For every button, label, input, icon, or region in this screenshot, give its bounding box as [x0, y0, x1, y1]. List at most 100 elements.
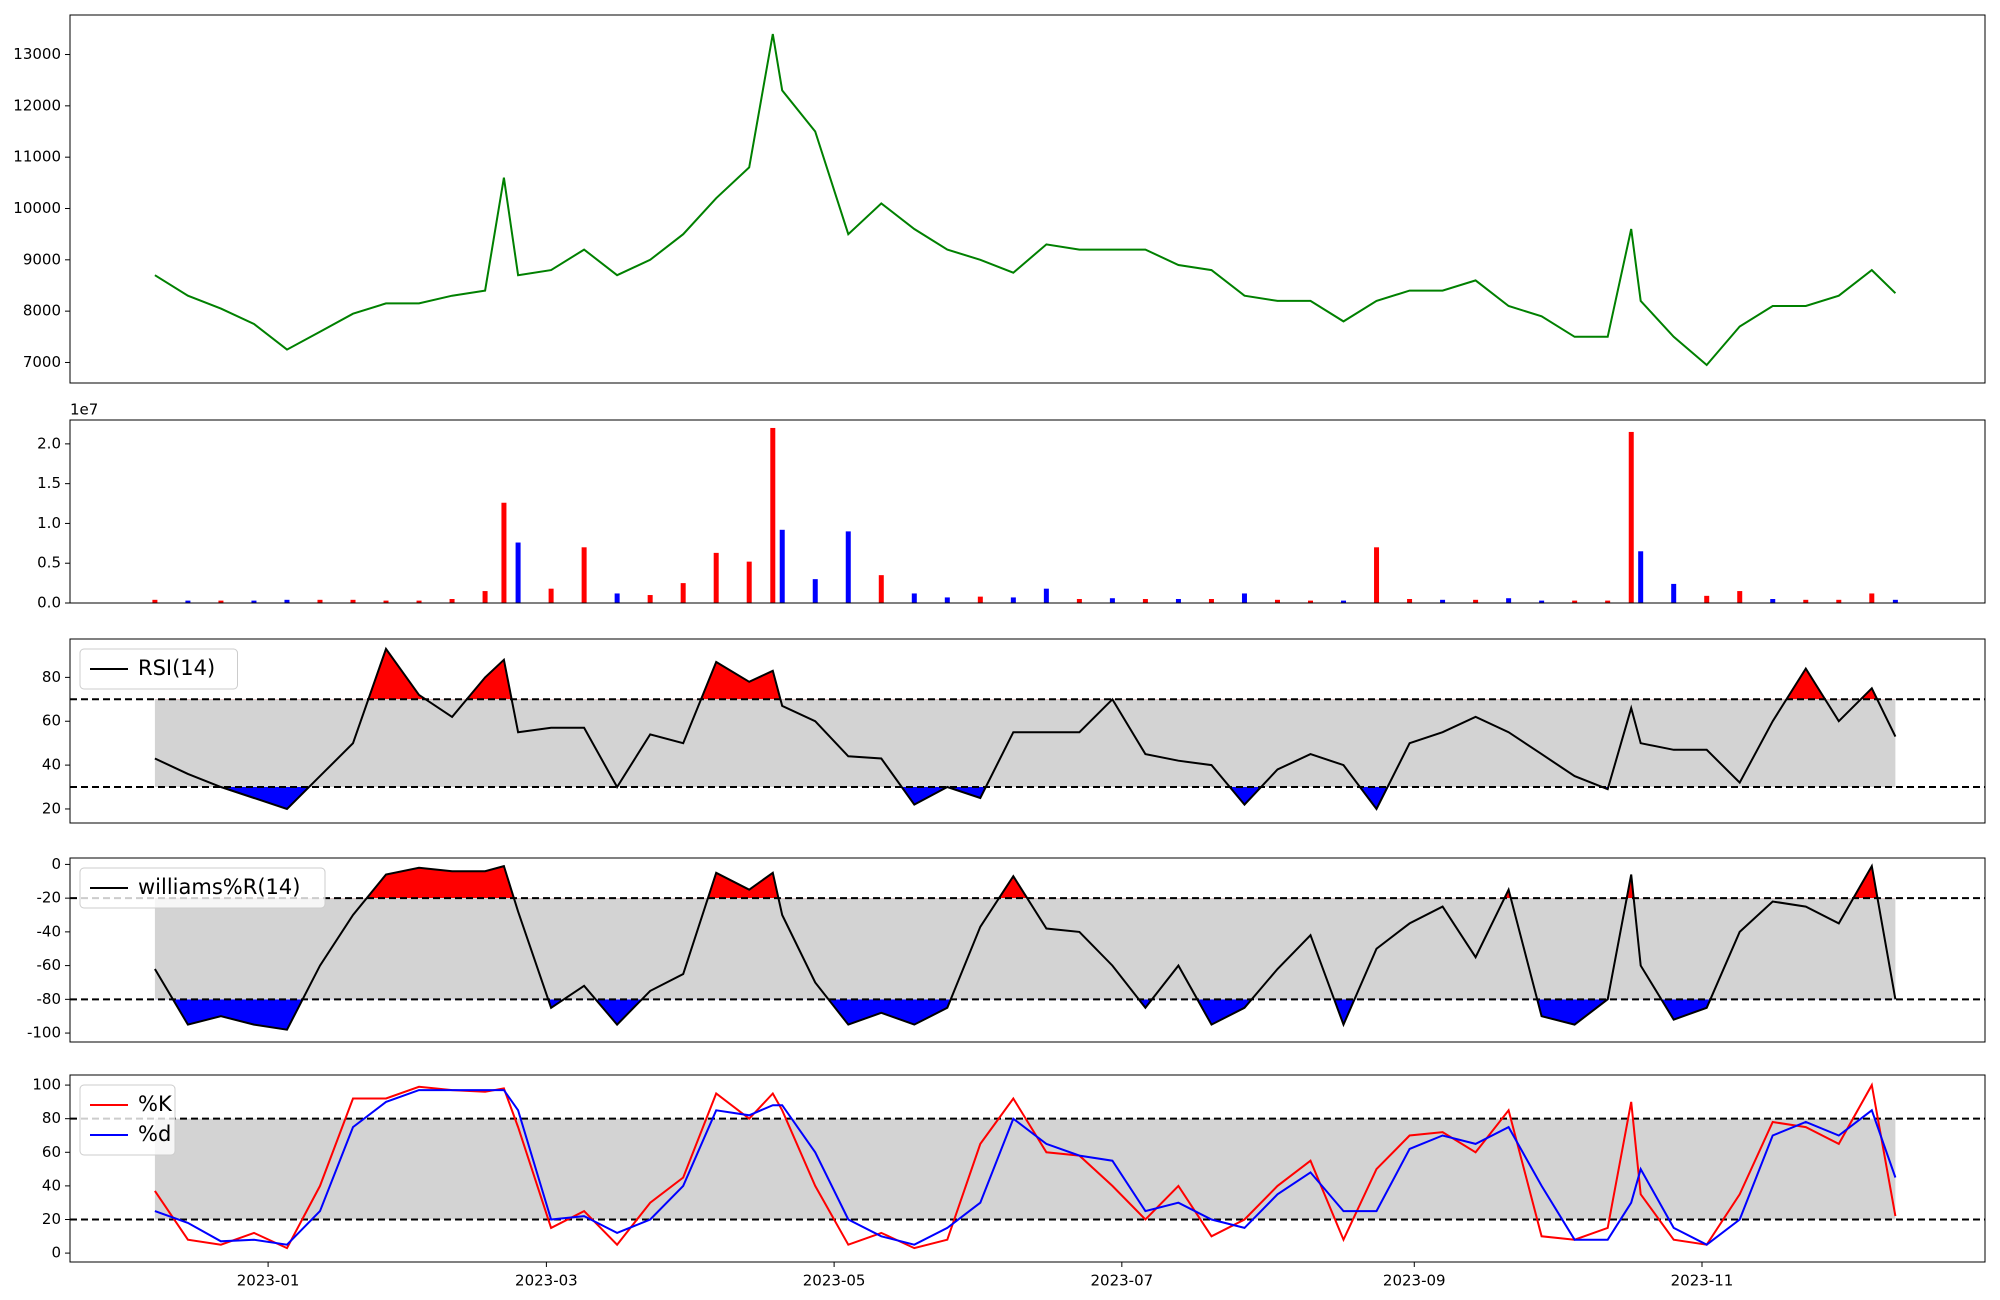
y-tick-label: 8000 [23, 302, 61, 320]
volume-bar [1274, 599, 1280, 603]
y-tick-label: 100 [32, 1076, 61, 1094]
y-tick-label: 40 [42, 756, 61, 774]
volume-bar [944, 597, 950, 603]
volume-bar [1308, 600, 1314, 603]
volume-bar [317, 599, 323, 603]
legend-box [79, 648, 238, 690]
neutral-band [154, 898, 1896, 1000]
volume-bar [1803, 599, 1809, 603]
legend-box [79, 867, 326, 909]
overbought-fill [366, 866, 1878, 899]
volume-bar [1043, 588, 1049, 603]
x-tick-label: 2023-07 [1090, 1272, 1153, 1290]
volume-bar [1407, 599, 1413, 603]
legend-label: williams%R(14) [138, 875, 300, 899]
y-tick-label: 1.0 [37, 514, 61, 532]
volume-bar [1638, 551, 1644, 603]
volume-bar [1770, 599, 1776, 603]
fill-group [366, 866, 1878, 899]
plot-area [70, 863, 1985, 1031]
volume-bar [746, 561, 752, 603]
y-tick-label: 40 [42, 1176, 61, 1194]
volume-bar [1605, 600, 1611, 603]
series-line [154, 863, 1897, 1031]
volume-bar [350, 599, 356, 603]
volume-bar [1341, 600, 1347, 603]
volume-bar [1628, 431, 1634, 603]
y-tick-label: 60 [42, 712, 61, 730]
y-tick-label: 1.5 [37, 474, 61, 492]
volume-bar [1836, 599, 1842, 603]
x-tick-label: 2023-09 [1383, 1272, 1446, 1290]
axes-frame [69, 638, 1986, 824]
y-tick-label: 60 [42, 1143, 61, 1161]
axes-frame [69, 14, 1986, 384]
volume-bar [581, 547, 587, 603]
y-tick-label: 80 [42, 1109, 61, 1127]
volume-bar [449, 599, 455, 603]
axes-frame [69, 419, 1986, 604]
overbought-fill [154, 648, 1896, 700]
y-tick-label: 11000 [13, 148, 61, 166]
y-tick-label: -80 [37, 990, 62, 1008]
x-tick-label: 2023-03 [515, 1272, 578, 1290]
x-tick-label: 2023-05 [803, 1272, 866, 1290]
volume-bar [977, 596, 983, 603]
offset-label: 1e7 [70, 401, 98, 419]
volume-bar [548, 588, 554, 603]
y-tick-label: 13000 [13, 45, 61, 63]
axes-frame [69, 1074, 1986, 1263]
volume-bar [1109, 598, 1115, 603]
volume-bar [1142, 599, 1148, 603]
volume-bar [1208, 599, 1214, 603]
y-tick-label: 20 [42, 799, 61, 817]
neutral-band [154, 1118, 1896, 1220]
volume-bar [680, 583, 686, 603]
neutral-band [154, 699, 1896, 788]
y-tick-label: 80 [42, 668, 61, 686]
legend-label: %d [138, 1122, 171, 1146]
y-tick-label: -40 [37, 922, 62, 940]
y-tick-label: 10000 [13, 199, 61, 217]
volume-bar [1010, 597, 1016, 603]
volume-bar [1506, 598, 1512, 603]
y-tick-label: 9000 [23, 250, 61, 268]
volume-bar [501, 502, 507, 603]
volume-bar [1869, 593, 1875, 603]
legend-label: RSI(14) [138, 656, 215, 680]
volume-bar [416, 600, 422, 603]
volume-bar [1175, 599, 1181, 603]
volume-bar [779, 529, 785, 603]
volume-bar [185, 600, 191, 603]
y-tick-label: 0.0 [37, 594, 61, 612]
volume-bar [713, 552, 719, 603]
volume-bar [1076, 599, 1082, 603]
oversold-fill [154, 999, 1896, 1030]
fill-group [154, 648, 1896, 700]
volume-bar [1572, 600, 1578, 603]
volume-bar [1539, 600, 1545, 603]
plot-area [70, 646, 1985, 811]
volume-bar [383, 600, 389, 603]
volume-bar [647, 595, 653, 603]
plot-area [152, 427, 1898, 603]
volume-bar [1704, 595, 1710, 603]
x-tick-label: 2023-01 [237, 1272, 300, 1290]
volume-bar [614, 593, 620, 603]
volume-bar [1671, 583, 1677, 603]
fill-group [154, 999, 1896, 1030]
volume-bar [1473, 599, 1479, 603]
volume-bar [845, 531, 851, 603]
volume-bar [1440, 599, 1446, 603]
volume-bar [1241, 593, 1247, 603]
y-tick-label: 7000 [23, 353, 61, 371]
y-tick-label: 20 [42, 1210, 61, 1228]
volume-bar [911, 593, 917, 603]
volume-bar [1737, 591, 1743, 603]
series-line [154, 1089, 1897, 1246]
series-line [154, 646, 1897, 811]
y-tick-label: 2.0 [37, 434, 61, 452]
series-line [154, 33, 1897, 367]
volume-bar [770, 427, 776, 603]
